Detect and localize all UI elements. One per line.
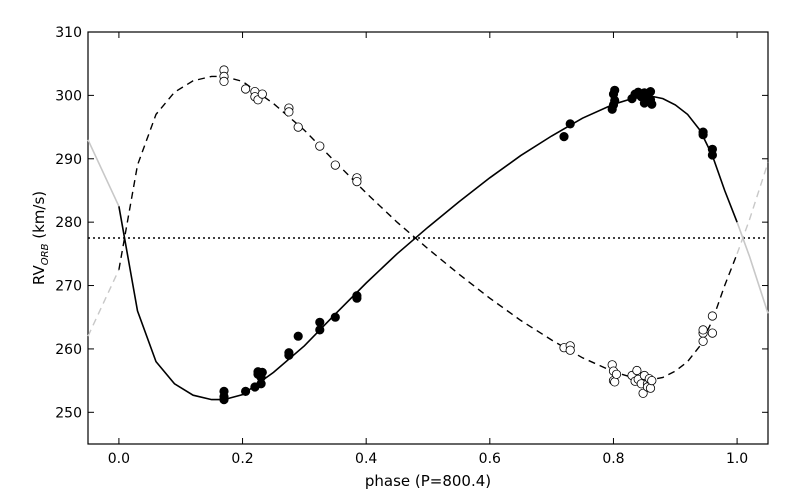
y-axis-label: RVORB (km/s)	[30, 191, 51, 285]
primary-curve-wrap-start	[87, 139, 120, 207]
secondary-point	[645, 383, 656, 393]
secondary-curve-wrap-start	[87, 269, 120, 337]
secondary-point	[219, 76, 229, 87]
orbit-curves	[87, 75, 769, 401]
primary-point	[647, 99, 657, 109]
secondary-point	[293, 122, 303, 132]
primary-point	[284, 348, 294, 358]
x-tick-label: 0.0	[108, 451, 130, 467]
secondary-point	[638, 388, 648, 398]
x-tick-label: 0.8	[602, 451, 624, 467]
axis-ticks: 0.0 0.2 0.4 0.6 0.8 1.0 250 260 270 280 290 300 310	[55, 25, 768, 467]
secondary-point	[707, 311, 718, 321]
secondary-point	[647, 375, 657, 386]
x-tick-label: 1.0	[726, 451, 748, 467]
y-tick-label: 310	[55, 25, 82, 41]
primary-point	[219, 386, 229, 396]
secondary-curve	[118, 75, 738, 381]
secondary-point	[257, 89, 267, 99]
primary-point	[315, 325, 325, 335]
secondary-curve-wrap-end	[736, 162, 769, 255]
primary-point	[610, 85, 620, 95]
primary-point	[707, 150, 718, 160]
y-tick-label: 290	[55, 152, 82, 168]
primary-point	[241, 386, 251, 396]
y-axis-label-main: RV	[30, 264, 48, 285]
secondary-point	[315, 141, 325, 151]
secondary-point	[698, 325, 708, 335]
primary-point	[698, 127, 708, 137]
primary-point	[565, 119, 575, 129]
x-tick-label: 0.2	[231, 451, 253, 467]
y-axis-label-suffix: (km/s)	[30, 191, 48, 244]
secondary-point	[284, 107, 294, 117]
primary-point	[559, 132, 569, 142]
x-tick-label: 0.6	[479, 451, 501, 467]
primary-point	[645, 87, 656, 97]
secondary-point	[610, 377, 620, 387]
y-axis-label-sub: ORB	[40, 243, 51, 265]
y-tick-label: 260	[55, 342, 82, 358]
y-tick-label: 280	[55, 215, 82, 231]
x-tick-label: 0.4	[355, 451, 377, 467]
primary-point	[330, 312, 340, 322]
primary-point	[293, 331, 303, 341]
primary-curve	[118, 95, 738, 401]
y-tick-label: 270	[55, 279, 82, 295]
y-tick-label: 300	[55, 88, 82, 104]
secondary-point	[330, 160, 340, 170]
x-axis-label: phase (P=800.4)	[365, 472, 491, 490]
secondary-point	[352, 177, 362, 187]
primary-curve-wrap-end	[736, 221, 769, 314]
primary-point	[257, 367, 267, 377]
data-points	[219, 65, 718, 405]
secondary-point	[565, 345, 575, 355]
primary-point	[352, 291, 362, 301]
y-tick-label: 250	[55, 405, 82, 421]
secondary-point	[707, 328, 718, 338]
secondary-point	[241, 84, 251, 94]
secondary-point	[698, 336, 708, 346]
secondary-point	[611, 369, 622, 379]
secondary-point	[632, 365, 642, 376]
primary-point	[315, 317, 325, 327]
